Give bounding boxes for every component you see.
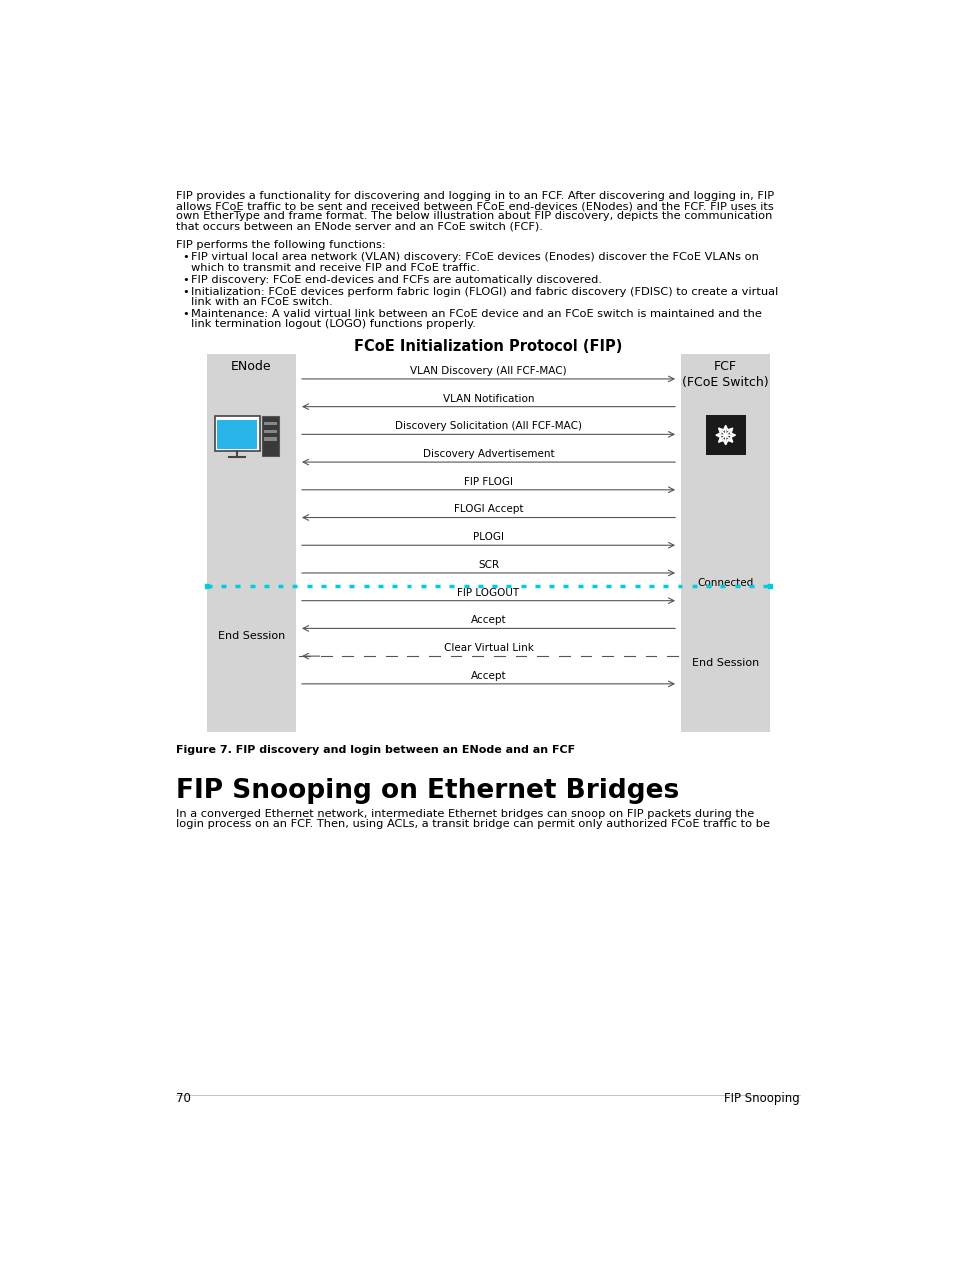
Text: End Session: End Session — [217, 631, 285, 642]
Text: FIP virtual local area network (VLAN) discovery: FCoE devices (Enodes) discover : FIP virtual local area network (VLAN) di… — [192, 252, 759, 262]
Text: •: • — [182, 275, 189, 284]
Text: Discovery Solicitation (All FCF-MAC): Discovery Solicitation (All FCF-MAC) — [395, 421, 581, 431]
Text: In a converged Ethernet network, intermediate Ethernet bridges can snoop on FIP : In a converged Ethernet network, interme… — [175, 809, 753, 819]
Text: •: • — [182, 287, 189, 297]
Text: login process on an FCF. Then, using ACLs, a transit bridge can permit only auth: login process on an FCF. Then, using ACL… — [175, 819, 769, 829]
Text: FLOGI Accept: FLOGI Accept — [454, 505, 523, 515]
Bar — [216, 420, 257, 449]
Text: Accept: Accept — [470, 671, 506, 681]
Text: ENode: ENode — [231, 360, 272, 374]
Text: FCF
(FCoE Switch): FCF (FCoE Switch) — [681, 360, 768, 389]
Text: Clear Virtual Link: Clear Virtual Link — [443, 643, 533, 653]
Text: allows FCoE traffic to be sent and received between FCoE end-devices (ENodes) an: allows FCoE traffic to be sent and recei… — [175, 202, 773, 210]
Bar — [264, 437, 276, 440]
Text: Initialization: FCoE devices perform fabric login (FLOGI) and fabric discovery (: Initialization: FCoE devices perform fab… — [192, 287, 778, 297]
Text: which to transmit and receive FIP and FCoE traffic.: which to transmit and receive FIP and FC… — [192, 262, 479, 273]
Bar — [214, 416, 259, 451]
Text: End Session: End Session — [691, 658, 759, 668]
Text: FIP Snooping on Ethernet Bridges: FIP Snooping on Ethernet Bridges — [175, 777, 679, 804]
Bar — [705, 415, 745, 455]
Text: Accept: Accept — [470, 615, 506, 625]
Text: FIP discovery: FCoE end-devices and FCFs are automatically discovered.: FIP discovery: FCoE end-devices and FCFs… — [192, 275, 601, 284]
Text: VLAN Notification: VLAN Notification — [442, 393, 534, 403]
Text: Figure 7. FIP discovery and login between an ENode and an FCF: Figure 7. FIP discovery and login betwee… — [175, 746, 575, 756]
Text: VLAN Discovery (All FCF-MAC): VLAN Discovery (All FCF-MAC) — [410, 366, 566, 375]
Text: FIP provides a functionality for discovering and logging in to an FCF. After dis: FIP provides a functionality for discove… — [175, 190, 773, 200]
Text: link with an FCoE switch.: link with an FCoE switch. — [192, 297, 333, 307]
Text: FIP performs the following functions:: FIP performs the following functions: — [175, 240, 385, 250]
Text: Maintenance: A valid virtual link between an FCoE device and an FCoE switch is m: Maintenance: A valid virtual link betwee… — [192, 309, 761, 318]
Text: FIP FLOGI: FIP FLOGI — [463, 477, 513, 487]
Text: own EtherType and frame format. The below illustration about FIP discovery, depi: own EtherType and frame format. The belo… — [175, 212, 771, 222]
Text: that occurs between an ENode server and an FCoE switch (FCF).: that occurs between an ENode server and … — [175, 222, 542, 232]
Text: Connected: Connected — [697, 578, 753, 587]
Text: •: • — [182, 252, 189, 262]
Text: SCR: SCR — [477, 560, 498, 569]
Bar — [264, 422, 276, 425]
Bar — [264, 430, 276, 432]
Text: 70: 70 — [175, 1093, 191, 1106]
Bar — [207, 354, 769, 732]
Text: FIP Snooping: FIP Snooping — [723, 1093, 799, 1106]
Bar — [680, 354, 769, 732]
Bar — [261, 416, 278, 456]
Text: Discovery Advertisement: Discovery Advertisement — [422, 449, 554, 459]
Text: FCoE Initialization Protocol (FIP): FCoE Initialization Protocol (FIP) — [354, 339, 622, 354]
Bar — [295, 354, 680, 732]
Bar — [207, 354, 295, 732]
Text: FIP LOGOUT: FIP LOGOUT — [457, 587, 519, 597]
Text: •: • — [182, 309, 189, 318]
Text: PLOGI: PLOGI — [473, 533, 503, 543]
Text: link termination logout (LOGO) functions properly.: link termination logout (LOGO) functions… — [192, 320, 476, 330]
